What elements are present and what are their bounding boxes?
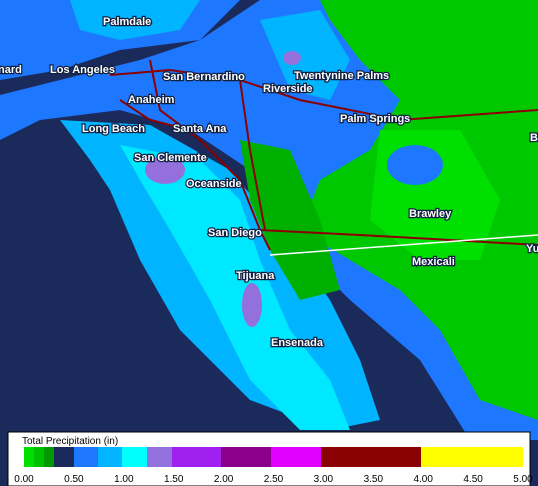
legend-tick-label: 3.00 [314, 474, 334, 485]
city-label: Bl [530, 132, 538, 144]
legend-title: Total Precipitation (in) [22, 436, 118, 447]
color-bin [221, 447, 271, 467]
border [269, 234, 538, 256]
color-bin [74, 447, 98, 467]
city-label: Long Beach [82, 123, 145, 135]
city-label: Tijuana [236, 270, 275, 282]
precip-max [283, 51, 301, 65]
precip-max [145, 156, 185, 184]
precip-band [260, 10, 350, 100]
color-bin [54, 447, 74, 467]
color-bin [172, 447, 221, 467]
city-label: San Diego [208, 227, 262, 239]
color-bin [271, 447, 321, 467]
city-label: Ensenada [271, 337, 324, 349]
color-bin [122, 447, 147, 467]
color-bar [24, 447, 523, 467]
color-bin [147, 447, 172, 467]
city-label: Twentynine Palms [294, 70, 389, 82]
lake [387, 145, 443, 185]
legend-tick-label: 0.00 [14, 474, 34, 485]
legend-tick-label: 4.50 [463, 474, 483, 485]
color-bin [421, 447, 523, 467]
city-label: Oceanside [186, 178, 242, 190]
color-bin [44, 447, 54, 467]
color-bin [98, 447, 122, 467]
city-label: Mexicali [412, 256, 455, 268]
legend-tick-label: 2.50 [264, 474, 284, 485]
city-label: Santa Ana [173, 123, 227, 135]
color-bin [24, 447, 34, 467]
roads [109, 59, 538, 251]
city-label: Anaheim [128, 94, 175, 106]
city-label: Brawley [409, 208, 452, 220]
legend-tick-label: 2.00 [214, 474, 234, 485]
legend-tick-label: 3.50 [364, 474, 384, 485]
city-label: Yu [526, 243, 538, 255]
legend-tick-label: 1.00 [114, 474, 134, 485]
city-label: nard [0, 64, 22, 76]
city-label: San Bernardino [163, 71, 245, 83]
city-label: Riverside [263, 83, 313, 95]
land-precip [240, 140, 340, 300]
legend-tick-label: 1.50 [164, 474, 184, 485]
legend-tick-label: 0.50 [64, 474, 84, 485]
precip-band [120, 145, 350, 430]
legend-tick-label: 5.00 [513, 474, 533, 485]
city-label: Palmdale [103, 16, 151, 28]
color-bin [34, 447, 44, 467]
city-label: Palm Springs [340, 113, 410, 125]
legend-tick-label: 4.00 [413, 474, 433, 485]
city-label: San Clemente [134, 152, 207, 164]
precip-max [242, 283, 262, 327]
precip-band [70, 0, 200, 40]
city-label: Los Angeles [50, 64, 115, 76]
color-bin [321, 447, 421, 467]
